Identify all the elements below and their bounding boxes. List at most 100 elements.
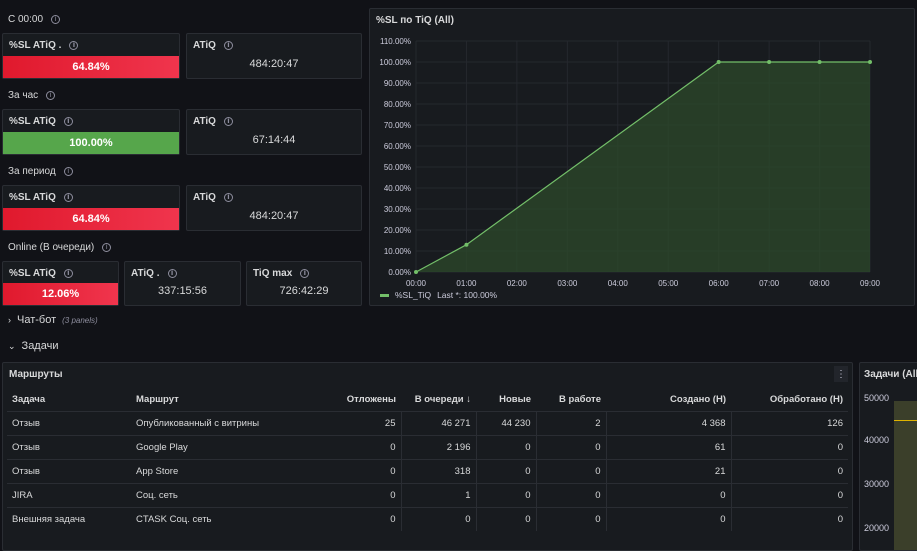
info-icon[interactable]: i <box>63 193 73 202</box>
table-cell: 0 <box>536 458 607 483</box>
info-icon[interactable]: i <box>63 117 73 126</box>
x-tick-label: 06:00 <box>709 279 730 288</box>
table-cell: 0 <box>476 458 537 483</box>
stat-panel-tiq-max[interactable]: TiQ max i 726:42:29 <box>246 261 362 306</box>
table-cell: Google Play <box>131 434 331 459</box>
info-icon[interactable]: i <box>300 269 310 278</box>
table-cell: CTASK Соц. сеть <box>131 506 331 531</box>
column-header[interactable]: Создано (Н) <box>670 394 726 406</box>
column-header[interactable]: В очереди ↓ <box>414 394 471 406</box>
table-cell: 2 196 <box>401 434 477 459</box>
table-row[interactable]: Внешняя задача CTASK Соц. сеть 0 0 0 0 0 0 <box>7 506 848 531</box>
y-tick-label: 40.00% <box>384 184 411 193</box>
table-cell: App Store <box>131 458 331 483</box>
table-row[interactable]: Отзыв Опубликованный с витрины 25 46 271 44 … <box>7 410 848 435</box>
info-icon[interactable]: i <box>63 166 73 176</box>
routes-table-panel[interactable]: Маршруты ⋮ Задача Маршрут Отложены В очеред… <box>2 362 853 551</box>
table-cell: 4 368 <box>606 410 732 435</box>
table-cell: Отзыв <box>7 458 131 483</box>
table-cell: Соц. сеть <box>131 482 331 507</box>
row-title: Задачи <box>21 340 59 352</box>
row-chatbot[interactable]: › Чат-бот (3 panels) <box>8 314 98 326</box>
table-cell: 0 <box>731 506 848 531</box>
table-cell: 44 230 <box>476 410 537 435</box>
x-tick-label: 05:00 <box>658 279 679 288</box>
panel-title: ATiQ <box>193 192 216 203</box>
legend-series-name: %SL_TiQ <box>395 290 432 300</box>
chevron-right-icon: › <box>8 315 11 325</box>
table-cell: 0 <box>536 434 607 459</box>
info-icon[interactable]: i <box>223 117 233 126</box>
table-cell: Отзыв <box>7 410 131 435</box>
info-icon[interactable]: i <box>223 193 233 202</box>
y-tick-label: 20.00% <box>384 226 411 235</box>
table-row[interactable]: Отзыв App Store 0 318 0 0 21 0 <box>7 458 848 483</box>
sl-value-bar: 64.84% <box>3 208 179 230</box>
column-header[interactable]: Маршрут <box>136 394 179 406</box>
stat-panel-sl-period[interactable]: %SL ATiQ i 64.84% <box>2 185 180 231</box>
data-point <box>767 60 772 64</box>
info-icon[interactable]: i <box>167 269 177 278</box>
panel-menu-icon[interactable]: ⋮ <box>834 366 848 382</box>
x-tick-label: 07:00 <box>759 279 780 288</box>
table-cell: JIRA <box>7 482 131 507</box>
table-cell: 0 <box>536 482 607 507</box>
section-title-period: За период i <box>8 164 73 178</box>
table-cell: 61 <box>606 434 732 459</box>
table-row[interactable]: JIRA Соц. сеть 0 1 0 0 0 0 <box>7 482 848 507</box>
section-label: За час <box>8 89 39 101</box>
table-cell: Отзыв <box>7 434 131 459</box>
sl-value-bar: 64.84% <box>3 56 179 78</box>
column-header[interactable]: Новые <box>499 394 531 406</box>
chart-legend[interactable]: %SL_TiQ Last *: 100.00% <box>380 290 497 300</box>
section-label: За период <box>8 165 56 177</box>
table-cell: 2 <box>536 410 607 435</box>
info-icon[interactable]: i <box>63 269 73 278</box>
info-icon[interactable]: i <box>46 90 56 100</box>
panel-title: ATiQ <box>193 40 216 51</box>
info-icon[interactable]: i <box>69 41 79 50</box>
panel-title: %SL ATiQ <box>9 192 56 203</box>
table-cell: 0 <box>476 434 537 459</box>
info-icon[interactable]: i <box>223 41 233 50</box>
info-icon[interactable]: i <box>51 14 61 24</box>
stat-panel-atiq-period[interactable]: ATiQ i 484:20:47 <box>186 185 362 231</box>
stat-panel-sl-hour[interactable]: %SL ATiQ i 100.00% <box>2 109 180 155</box>
info-icon[interactable]: i <box>102 242 112 252</box>
y-tick-label: 110.00% <box>380 37 411 46</box>
column-header[interactable]: Отложены <box>346 394 396 406</box>
y-tick-label: 100.00% <box>379 58 411 67</box>
table-cell: 0 <box>476 482 537 507</box>
table-cell: 0 <box>401 506 477 531</box>
panel-title: ATiQ . <box>131 268 160 279</box>
column-header[interactable]: В работе <box>559 394 601 406</box>
tasks-line <box>894 420 917 421</box>
tasks-y-tick: 30000 <box>864 479 890 489</box>
table-cell: 0 <box>536 506 607 531</box>
row-tasks[interactable]: ⌄ Задачи <box>8 340 58 352</box>
column-header[interactable]: Задача <box>12 394 46 406</box>
sl-value-bar: 100.00% <box>3 132 179 154</box>
x-tick-label: 09:00 <box>860 279 881 288</box>
stat-panel-sl-online[interactable]: %SL ATiQ i 12.06% <box>2 261 119 306</box>
atiq-value: 484:20:47 <box>249 58 299 70</box>
row-title: Чат-бот <box>17 314 57 326</box>
stat-panel-atiq-online[interactable]: ATiQ . i 337:15:56 <box>124 261 241 306</box>
section-title-online: Online (В очереди) i <box>8 240 112 254</box>
y-tick-label: 0.00% <box>388 268 411 277</box>
x-tick-label: 02:00 <box>507 279 528 288</box>
stat-panel-atiq-hour[interactable]: ATiQ i 67:14:44 <box>186 109 362 155</box>
sl-tiq-chart-panel[interactable]: %SL по TiQ (All) 0.00% 10.00% 20.00% 30.00%… <box>369 8 915 306</box>
stat-panel-sl-today[interactable]: %SL ATiQ . i 64.84% <box>2 33 180 79</box>
legend-last-value: Last *: 100.00% <box>437 290 498 300</box>
y-tick-label: 70.00% <box>384 121 411 130</box>
tasks-chart-panel[interactable]: Задачи (All 50000 40000 30000 20000 <box>859 362 917 551</box>
column-header[interactable]: Обработано (Н) <box>769 394 843 406</box>
series-line <box>415 61 870 273</box>
stat-panel-atiq-today[interactable]: ATiQ i 484:20:47 <box>186 33 362 79</box>
section-label: Online (В очереди) <box>8 241 95 253</box>
table-cell: 1 <box>401 482 477 507</box>
data-point <box>414 270 418 274</box>
row-panel-count: (3 panels) <box>62 315 98 325</box>
table-row[interactable]: Отзыв Google Play 0 2 196 0 0 61 0 <box>7 434 848 459</box>
